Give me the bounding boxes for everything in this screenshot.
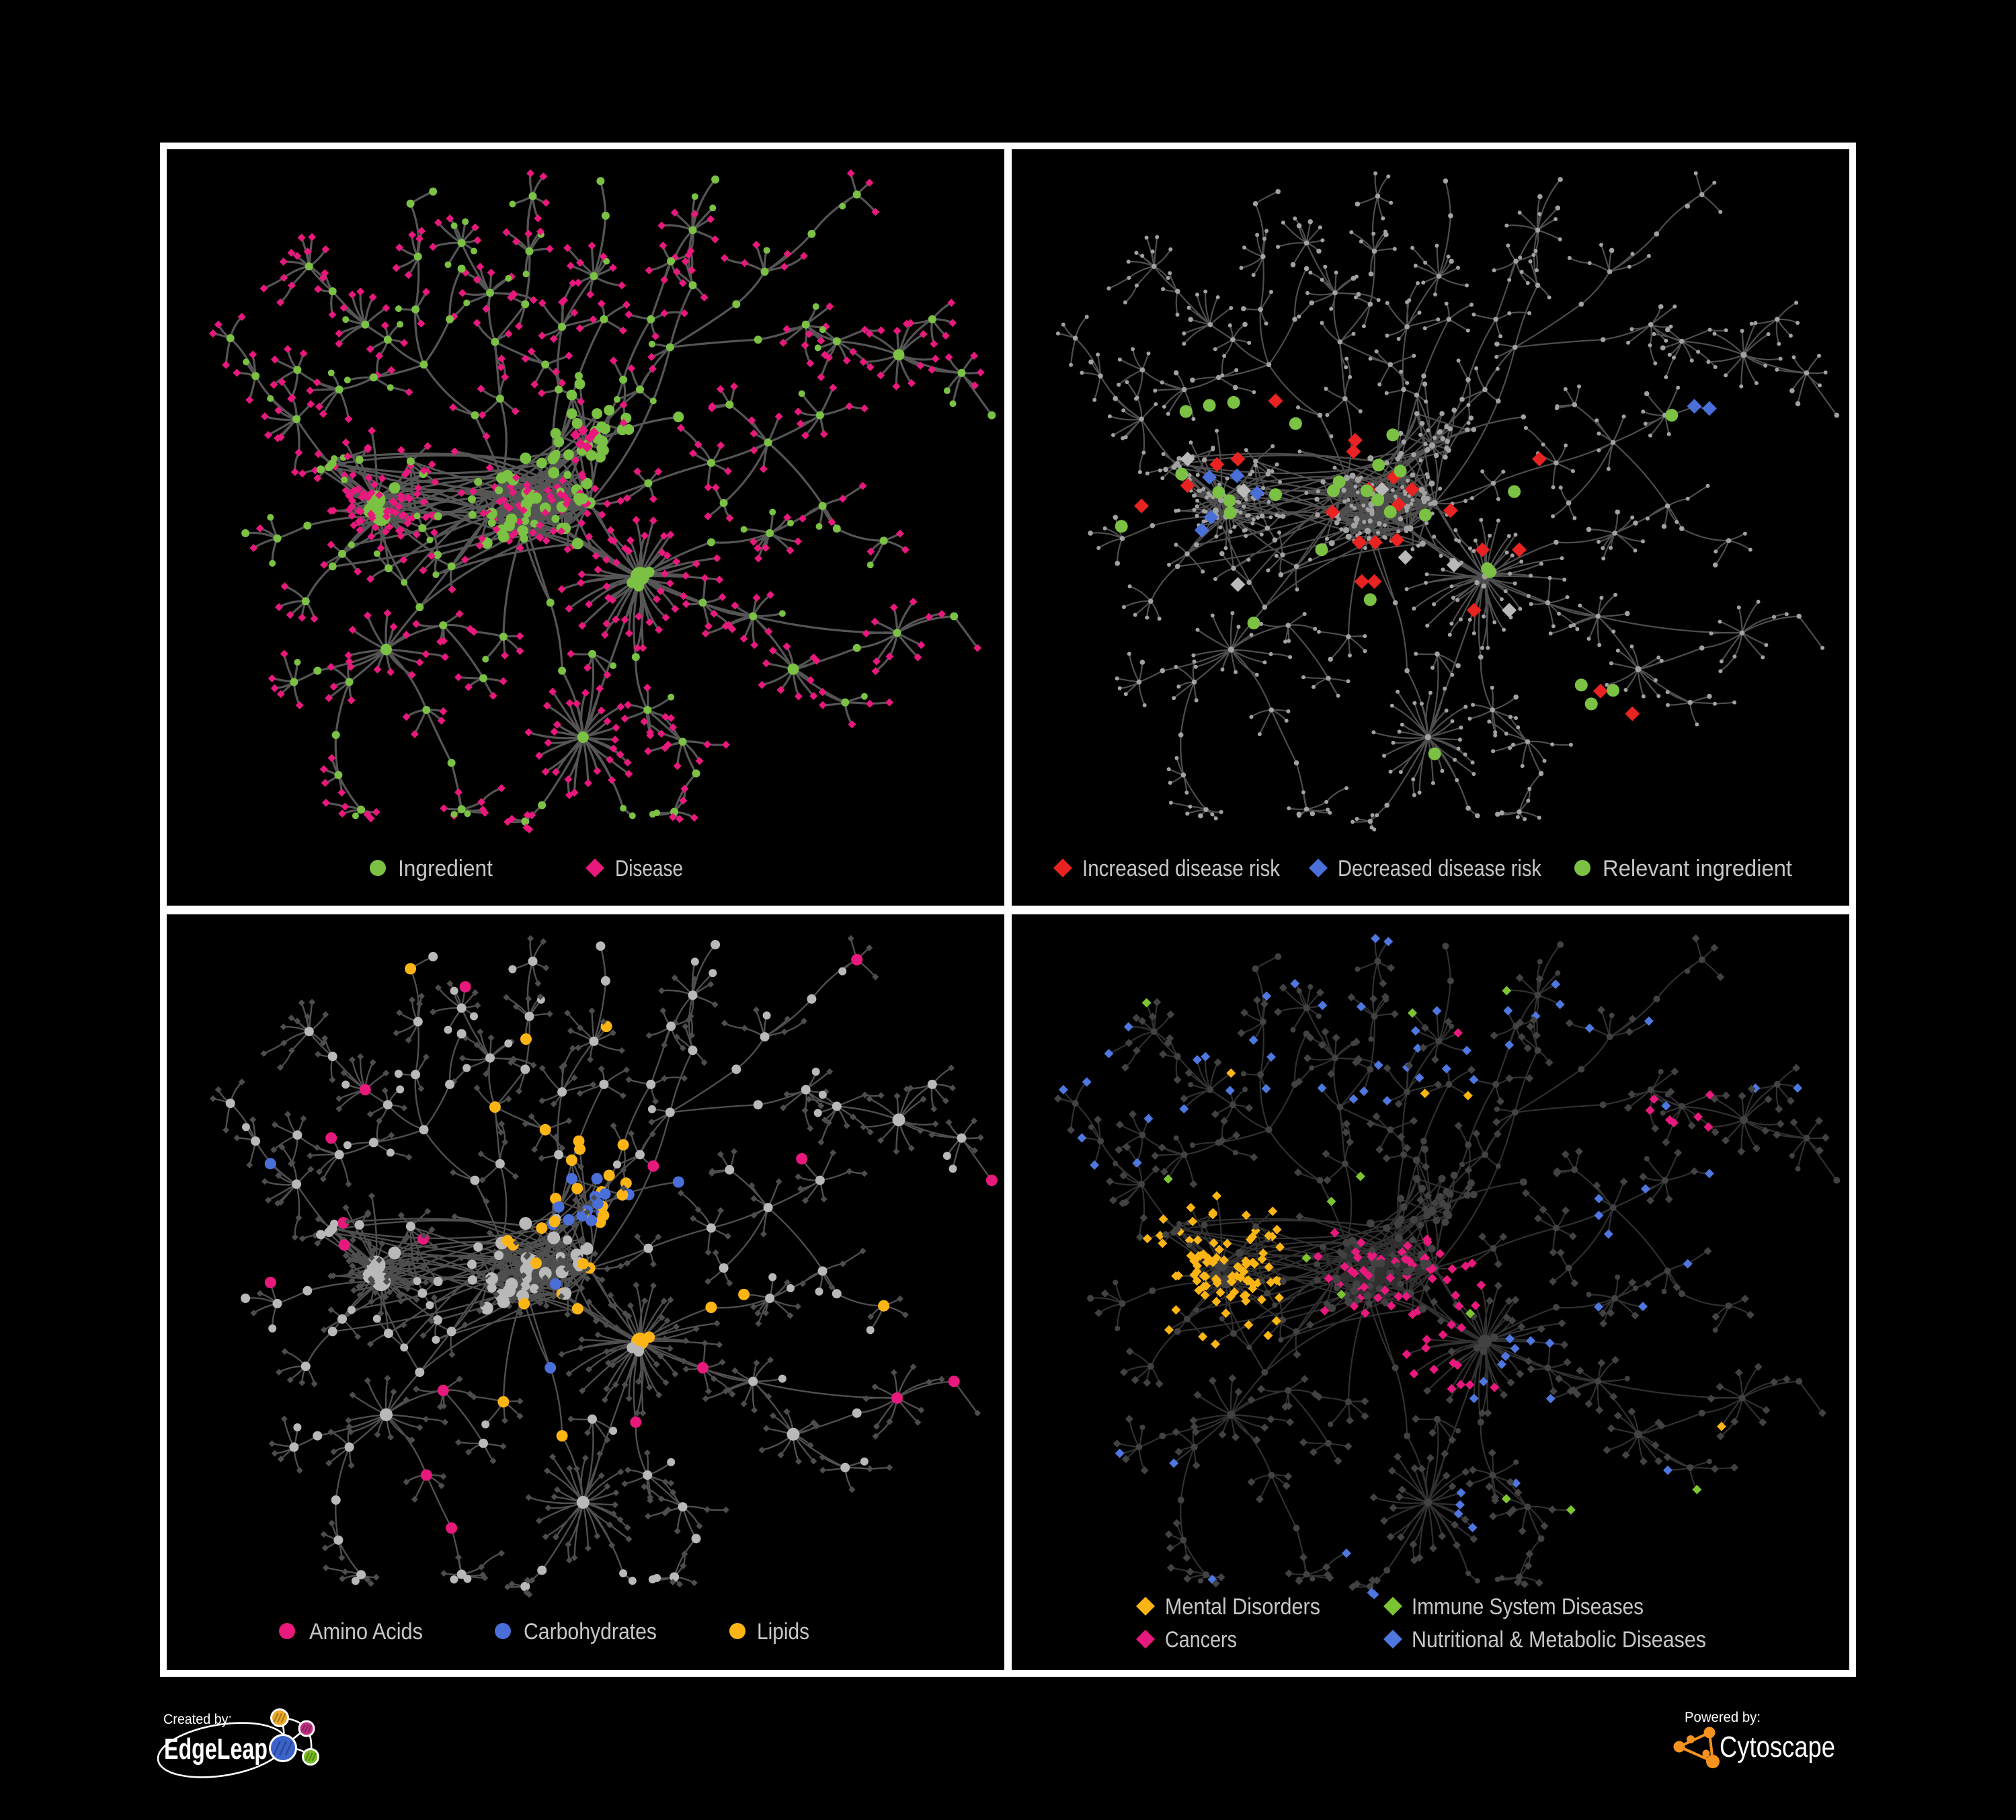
svg-text:Decreased disease risk: Decreased disease risk [1338,856,1542,881]
svg-text:Mental Disorders: Mental Disorders [1165,1594,1320,1620]
svg-text:Amino Acids: Amino Acids [309,1619,423,1645]
svg-text:Disease: Disease [615,856,683,881]
svg-text:Immune System Diseases: Immune System Diseases [1412,1594,1644,1620]
svg-text:Increased disease risk: Increased disease risk [1082,856,1281,881]
svg-text:Nutritional & Metabolic Diseas: Nutritional & Metabolic Diseases [1412,1627,1706,1653]
svg-text:Created by:: Created by: [163,1712,232,1727]
svg-text:Cytoscape: Cytoscape [1720,1731,1835,1764]
svg-text:Carbohydrates: Carbohydrates [524,1619,657,1645]
svg-text:Lipids: Lipids [757,1619,809,1645]
svg-text:Relevant ingredient: Relevant ingredient [1603,856,1793,881]
svg-text:Cancers: Cancers [1165,1627,1237,1653]
svg-text:Ingredient: Ingredient [398,856,493,881]
svg-text:Powered by:: Powered by: [1685,1710,1761,1725]
svg-text:EdgeLeap: EdgeLeap [164,1733,268,1766]
